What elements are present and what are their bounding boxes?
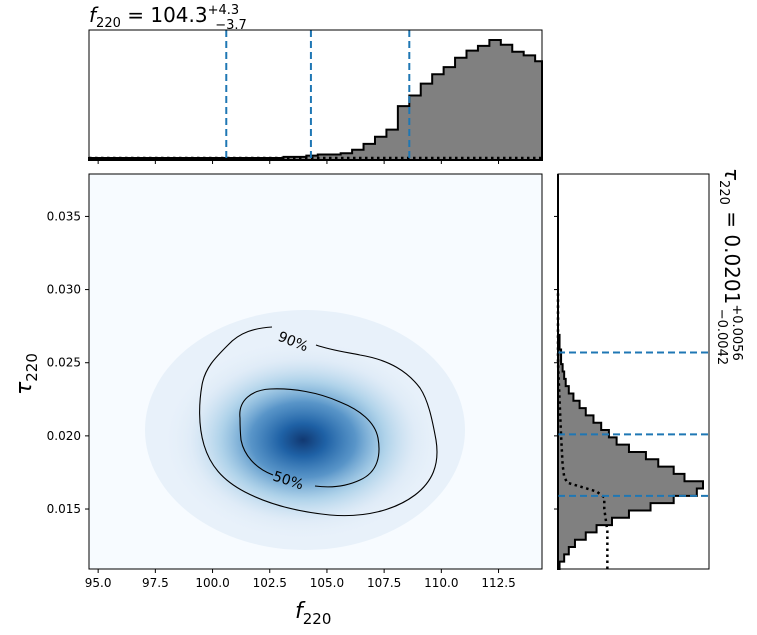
top-axis-frame bbox=[88, 29, 543, 161]
main-y-tick-label-4: 0.035 bbox=[47, 209, 81, 223]
density-blob bbox=[153, 307, 453, 557]
main-y-tick-label-0: 0.015 bbox=[47, 502, 81, 516]
main-x-tick-label-0: 95.0 bbox=[85, 576, 112, 590]
right-y-ticks bbox=[554, 215, 558, 510]
top-marginal-panel: f220 = 104.3+4.3 −3.7 bbox=[88, 3, 543, 164]
joint-density-panel: 90% 50% 95.0 97.5 100.0 102.5 105.0 107.5 110.… bbox=[12, 173, 543, 628]
main-axis-frame bbox=[88, 173, 543, 570]
main-y-ticks: 0.015 0.020 0.025 0.030 0.035 bbox=[47, 209, 89, 516]
main-x-tick-label-5: 107.5 bbox=[367, 576, 401, 590]
right-quantile-lines bbox=[558, 351, 709, 497]
main-x-tick-label-3: 102.5 bbox=[253, 576, 287, 590]
right-histogram-steps bbox=[557, 174, 704, 570]
top-histogram-steps bbox=[88, 39, 543, 161]
y-axis-label: τ220 bbox=[12, 353, 41, 395]
main-x-tick-label-1: 97.5 bbox=[142, 576, 169, 590]
main-x-tick-label-6: 110.0 bbox=[424, 576, 458, 590]
main-y-tick-label-2: 0.025 bbox=[47, 356, 81, 370]
top-title: f220 = 104.3+4.3 −3.7 bbox=[89, 3, 247, 33]
contour-90 bbox=[199, 326, 438, 517]
top-x-ticks bbox=[97, 160, 500, 164]
main-y-tick-label-1: 0.020 bbox=[47, 429, 81, 443]
right-marginal-panel: τ220 = 0.0201+0.0056−0.0042 bbox=[554, 168, 744, 570]
main-x-ticks: 95.0 97.5 100.0 102.5 105.0 107.5 110.0 112.5 bbox=[85, 569, 516, 590]
main-x-tick-label-2: 100.0 bbox=[195, 576, 229, 590]
top-histogram bbox=[88, 39, 543, 161]
main-y-tick-label-3: 0.030 bbox=[47, 283, 81, 297]
main-x-tick-label-4: 105.0 bbox=[310, 576, 344, 590]
right-axis-frame bbox=[557, 173, 710, 570]
right-title: τ220 = 0.0201+0.0056−0.0042 bbox=[714, 168, 744, 365]
right-histogram bbox=[557, 174, 704, 570]
main-x-tick-label-7: 112.5 bbox=[481, 576, 515, 590]
x-axis-label: f220 bbox=[295, 599, 331, 628]
contour-50 bbox=[239, 388, 380, 488]
